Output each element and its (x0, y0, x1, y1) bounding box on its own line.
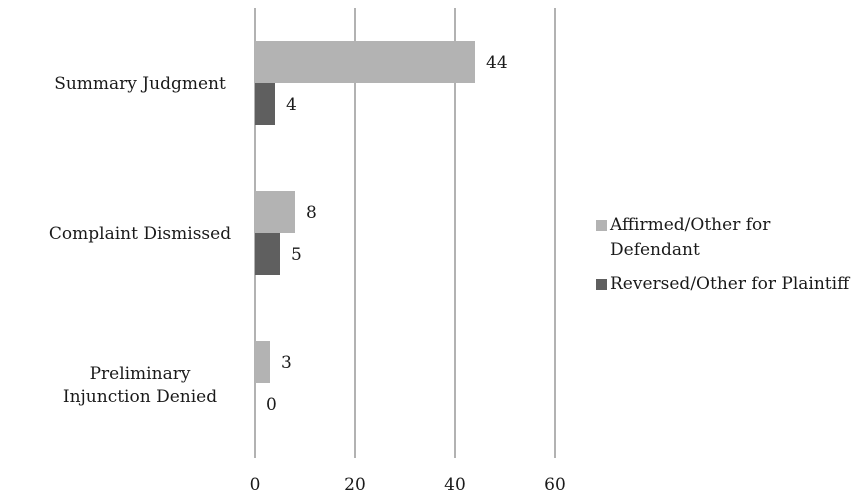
data-label-0-0: 44 (486, 53, 508, 73)
legend-swatch-affirmed (596, 220, 607, 231)
data-label-2-0: 3 (281, 353, 292, 373)
x-tick-label-1: 20 (344, 475, 366, 495)
bars (255, 41, 475, 383)
legend-label-reversed: Reversed/Other for Plaintiff (610, 274, 850, 294)
x-tick-label-2: 40 (444, 475, 466, 495)
legend-item-affirmed: Affirmed/Other for Defendant (596, 213, 853, 263)
category-label-0: Summary Judgment (54, 74, 226, 94)
legend-item-reversed: Reversed/Other for Plaintiff (596, 272, 853, 297)
bar-0-0 (255, 41, 475, 83)
x-axis-ticks: 0 20 40 60 (250, 475, 566, 495)
category-label-1: Complaint Dismissed (49, 224, 231, 244)
data-label-1-0: 8 (306, 203, 317, 223)
legend-swatch-reversed (596, 279, 607, 290)
data-label-1-1: 5 (291, 245, 302, 265)
data-label-2-1: 0 (266, 395, 277, 415)
x-tick-label-3: 60 (544, 475, 566, 495)
bar-0-1 (255, 83, 275, 125)
x-tick-label-0: 0 (250, 475, 261, 495)
category-labels: Summary Judgment Complaint Dismissed Preli… (49, 74, 231, 407)
bar-1-1 (255, 233, 280, 275)
legend: Affirmed/Other for Defendant Reversed/Ot… (596, 213, 853, 306)
category-label-2: Preliminary Injunction Denied (63, 364, 217, 407)
legend-label-affirmed: Affirmed/Other for Defendant (610, 215, 771, 260)
bar-2-0 (255, 341, 270, 383)
bar-1-0 (255, 191, 295, 233)
data-label-0-1: 4 (286, 95, 297, 115)
